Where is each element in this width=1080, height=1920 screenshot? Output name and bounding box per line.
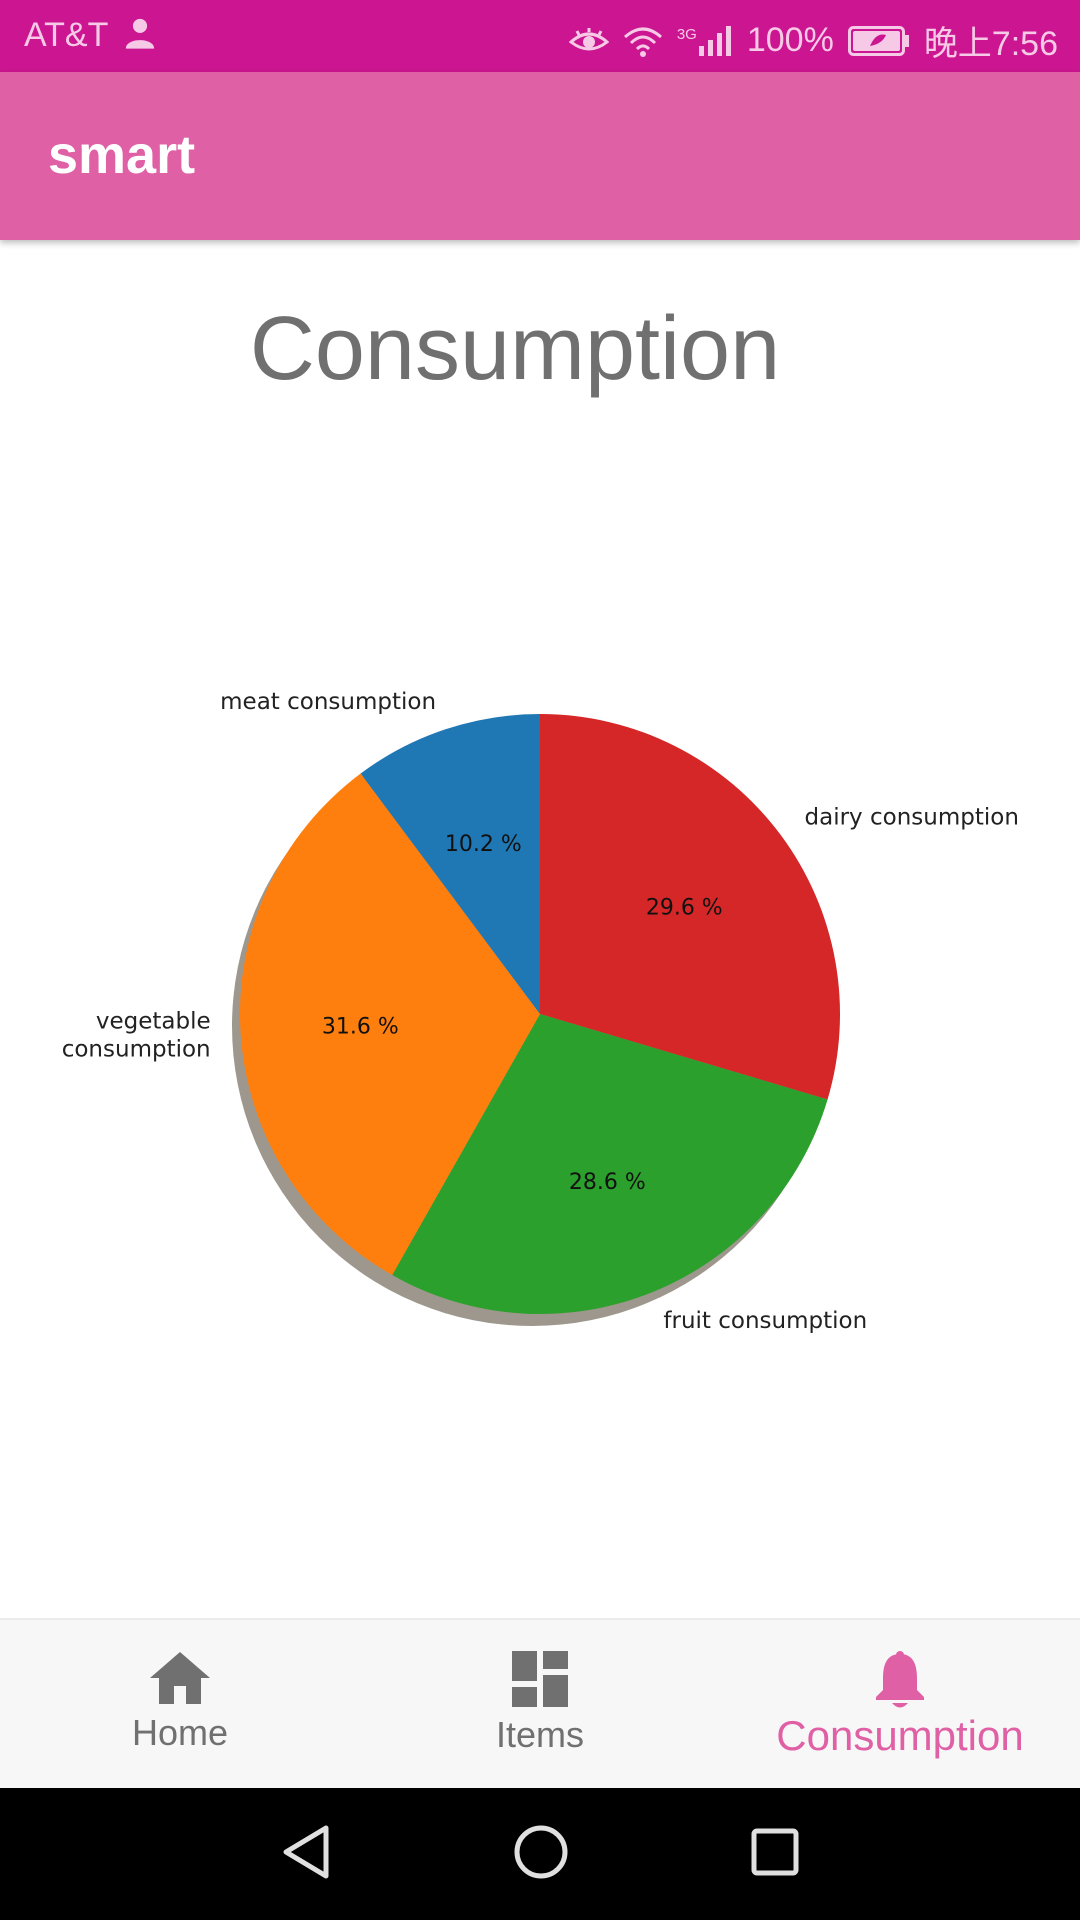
nav-item-home[interactable]: Home (0, 1620, 360, 1790)
system-navigation-bar (0, 1788, 1080, 1920)
app-title: smart (48, 125, 196, 185)
carrier-label: AT&T (24, 16, 108, 54)
user-icon (126, 18, 155, 49)
pie-pct-label-meat: 10.2 % (445, 832, 522, 857)
home-circle-icon (514, 1825, 568, 1878)
nav-label-home: Home (131, 1712, 229, 1753)
network-type: 3G (676, 25, 697, 43)
pie-pct-label-dairy: 29.6 % (646, 895, 723, 920)
consumption-pie-chart: 29.6 % dairy consumption 28.6 % fruit consu… (62, 689, 1019, 1334)
battery-icon (847, 25, 909, 56)
nav-label-items: Items (495, 1714, 584, 1755)
dashboard-icon (512, 1651, 568, 1707)
carrier: AT&T (24, 16, 157, 55)
wifi-icon (623, 27, 662, 57)
pie-slice-fruit (392, 1014, 828, 1314)
back-icon (283, 1825, 329, 1878)
pie-category-label-fruit: fruit consumption (663, 1308, 867, 1334)
pie-slice-vegetable (240, 773, 540, 1276)
clock: 晚上7:56 (923, 25, 1058, 63)
nav-label-consumption: Consumption (776, 1712, 1024, 1759)
nav-item-consumption[interactable]: Consumption (720, 1620, 1080, 1790)
home-system-button[interactable] (513, 1824, 569, 1885)
home-icon (150, 1652, 210, 1704)
back-button[interactable] (280, 1824, 332, 1885)
status-bar: AT&T 3G 100% (0, 0, 1080, 72)
pie-pct-label-fruit: 28.6 % (569, 1170, 646, 1195)
pie-slice-meat (360, 714, 540, 1014)
nav-item-items[interactable]: Items (360, 1620, 720, 1790)
signal-icon (698, 25, 731, 56)
recents-icon (751, 1828, 799, 1875)
pie-pct-label-vegetable: 31.6 % (322, 1014, 399, 1039)
app-bar: smart (0, 72, 1080, 240)
status-icons: 3G 100% 晚上7:56 (568, 16, 1058, 65)
pie-slice-dairy (540, 714, 840, 1100)
eye-icon (568, 27, 609, 50)
pie-category-label-vegetable: vegetable consumption (62, 1009, 211, 1063)
recents-button[interactable] (750, 1827, 800, 1882)
pie-category-label-dairy: dairy consumption (805, 805, 1019, 831)
bottom-navigation: Home Items Consumption (0, 1618, 1080, 1790)
battery-percent: 100% (746, 21, 834, 59)
pie-category-label-meat: meat consumption (220, 689, 436, 715)
page-title: Consumption (249, 299, 781, 399)
bell-icon (876, 1651, 924, 1708)
